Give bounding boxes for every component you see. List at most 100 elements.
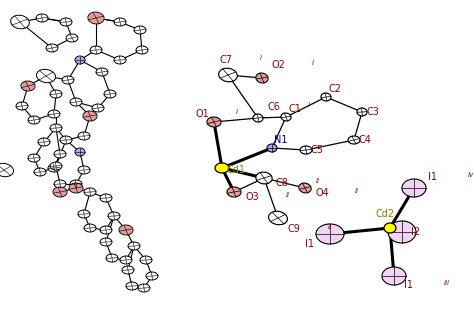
Ellipse shape (70, 184, 82, 193)
Text: C5: C5 (310, 145, 323, 155)
Ellipse shape (28, 116, 40, 124)
Ellipse shape (78, 210, 90, 218)
Ellipse shape (48, 164, 60, 172)
Ellipse shape (60, 18, 72, 26)
Ellipse shape (0, 163, 14, 177)
Text: C4: C4 (358, 135, 372, 145)
Ellipse shape (207, 117, 221, 127)
Ellipse shape (114, 18, 126, 26)
Ellipse shape (269, 211, 287, 225)
Ellipse shape (60, 136, 72, 144)
Ellipse shape (300, 146, 312, 154)
Ellipse shape (78, 132, 90, 140)
Ellipse shape (54, 180, 66, 188)
Ellipse shape (120, 256, 132, 264)
Ellipse shape (382, 267, 406, 285)
Ellipse shape (75, 56, 84, 64)
Ellipse shape (50, 162, 62, 170)
Ellipse shape (119, 225, 133, 235)
Ellipse shape (96, 68, 108, 76)
Ellipse shape (89, 13, 103, 23)
Ellipse shape (140, 256, 152, 264)
Ellipse shape (321, 93, 331, 101)
Ellipse shape (138, 284, 150, 292)
Ellipse shape (256, 73, 268, 83)
Ellipse shape (84, 188, 96, 196)
Text: I1: I1 (404, 280, 413, 290)
Ellipse shape (84, 224, 96, 232)
Ellipse shape (208, 118, 220, 127)
Text: iii: iii (444, 280, 450, 287)
Ellipse shape (22, 81, 34, 90)
Ellipse shape (146, 272, 158, 280)
Ellipse shape (126, 282, 138, 290)
Ellipse shape (119, 225, 132, 234)
Ellipse shape (402, 179, 426, 197)
Ellipse shape (34, 168, 46, 176)
Ellipse shape (357, 108, 367, 116)
Ellipse shape (318, 225, 343, 243)
Ellipse shape (66, 34, 78, 42)
Ellipse shape (92, 104, 104, 112)
Ellipse shape (28, 154, 40, 162)
Ellipse shape (75, 56, 85, 64)
Ellipse shape (316, 224, 344, 244)
Text: i: i (312, 61, 314, 66)
Ellipse shape (78, 166, 90, 174)
Ellipse shape (69, 183, 83, 193)
Text: ii: ii (355, 188, 359, 194)
Ellipse shape (16, 102, 28, 110)
Text: C6: C6 (268, 102, 281, 112)
Ellipse shape (62, 76, 74, 84)
Text: ii: ii (286, 193, 290, 198)
Ellipse shape (134, 26, 146, 34)
Ellipse shape (104, 90, 116, 98)
Ellipse shape (50, 90, 62, 98)
Ellipse shape (300, 184, 310, 193)
Ellipse shape (227, 187, 241, 197)
Ellipse shape (388, 221, 416, 243)
Ellipse shape (88, 12, 104, 24)
Text: O4: O4 (315, 188, 329, 198)
Ellipse shape (267, 144, 276, 152)
Ellipse shape (100, 238, 112, 246)
Text: C3: C3 (366, 107, 380, 117)
Ellipse shape (84, 111, 96, 120)
Ellipse shape (106, 254, 118, 262)
Ellipse shape (54, 187, 66, 196)
Ellipse shape (281, 113, 291, 121)
Ellipse shape (75, 148, 85, 156)
Ellipse shape (50, 124, 62, 132)
Ellipse shape (36, 14, 48, 22)
Ellipse shape (75, 148, 84, 156)
Ellipse shape (256, 73, 267, 82)
Text: C1: C1 (289, 104, 301, 114)
Ellipse shape (253, 114, 263, 122)
Text: ii: ii (316, 178, 320, 185)
Ellipse shape (48, 110, 60, 118)
Ellipse shape (70, 180, 82, 188)
Text: O1: O1 (196, 109, 210, 119)
Ellipse shape (256, 172, 272, 184)
Ellipse shape (136, 46, 148, 54)
Ellipse shape (228, 187, 240, 196)
Ellipse shape (90, 46, 102, 54)
Ellipse shape (46, 44, 58, 52)
Ellipse shape (403, 180, 425, 196)
Text: iv: iv (468, 172, 474, 178)
Ellipse shape (10, 15, 29, 29)
Ellipse shape (348, 136, 360, 144)
Ellipse shape (122, 266, 134, 274)
Ellipse shape (390, 222, 415, 242)
Text: N1: N1 (274, 135, 288, 145)
Text: C8: C8 (276, 178, 289, 188)
Text: Cd1: Cd1 (227, 165, 246, 175)
Ellipse shape (70, 98, 82, 106)
Ellipse shape (267, 144, 277, 152)
Text: C7: C7 (220, 55, 233, 65)
Ellipse shape (299, 183, 311, 193)
Text: O3: O3 (246, 192, 260, 202)
Text: ii: ii (328, 224, 332, 231)
Text: i: i (236, 109, 238, 115)
Ellipse shape (100, 226, 112, 234)
